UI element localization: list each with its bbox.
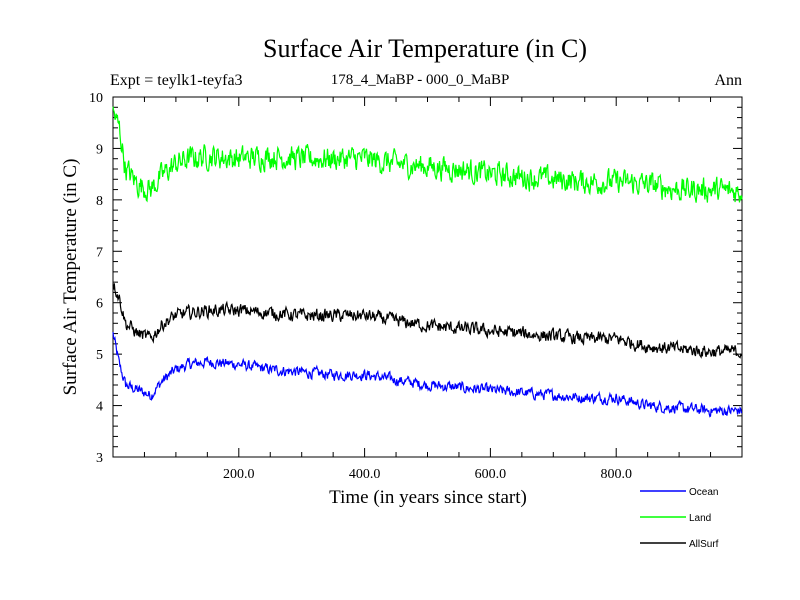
x-axis: 200.0 400.0 600.0 800.0	[143, 97, 712, 482]
y-axis-label: Surface Air Temperature (in C)	[60, 159, 81, 396]
y-tick-label: 9	[96, 142, 103, 157]
legend-label-ocean: Ocean	[689, 487, 718, 498]
y-tick-label: 5	[96, 348, 103, 363]
x-tick-label: 200.0	[223, 467, 255, 482]
y-tick-label: 7	[96, 245, 103, 260]
y-tick-label: 10	[89, 91, 103, 106]
y-axis: 3 4 5 6 7 8 9 10	[89, 91, 742, 466]
subtitle-right: Ann	[714, 72, 742, 89]
legend-label-allsurf: AllSurf	[689, 539, 719, 550]
series-line-land	[112, 106, 743, 203]
chart-title: Surface Air Temperature (in C)	[263, 34, 587, 63]
x-tick-label: 600.0	[475, 467, 507, 482]
series-line-ocean	[112, 332, 743, 418]
x-axis-label: Time (in years since start)	[329, 487, 527, 508]
series-line-allsurf	[112, 283, 743, 359]
y-tick-label: 3	[96, 451, 103, 466]
series-lines	[112, 106, 743, 418]
x-tick-label: 400.0	[349, 467, 381, 482]
legend: Ocean Land AllSurf	[640, 487, 719, 550]
y-tick-label: 4	[96, 400, 103, 415]
subtitle-left: Expt = teylk1-teyfa3	[110, 72, 243, 89]
y-tick-label: 6	[96, 297, 103, 312]
x-tick-label: 800.0	[600, 467, 632, 482]
subtitle-center: 178_4_MaBP - 000_0_MaBP	[331, 72, 510, 88]
y-tick-label: 8	[96, 194, 103, 209]
legend-label-land: Land	[689, 513, 711, 524]
